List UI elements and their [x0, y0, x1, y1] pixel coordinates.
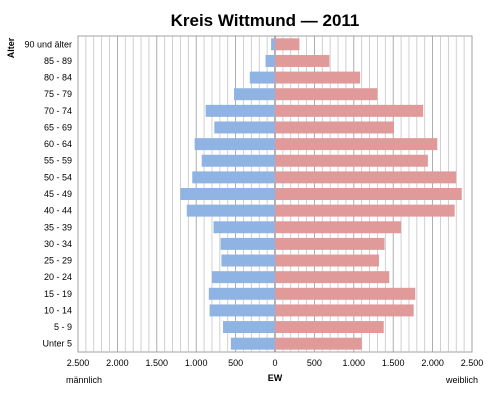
bars-group [180, 38, 462, 350]
x-tick-label: 500 [307, 358, 322, 368]
category-label: 40 - 44 [44, 206, 72, 216]
category-labels: 90 und älter 85 - 89 80 - 84 75 - 79 70 - 74… [24, 39, 72, 348]
bar-male [230, 337, 275, 350]
bar-female [275, 254, 380, 267]
category-label: 15 - 19 [44, 289, 72, 299]
x-tick-label: 2.000 [421, 358, 444, 368]
bar-female [275, 171, 457, 184]
bar-male [214, 121, 275, 134]
category-label: 30 - 34 [44, 239, 72, 249]
category-label: 85 - 89 [44, 56, 72, 66]
bar-female [275, 321, 384, 334]
bar-male [201, 154, 275, 167]
category-label: 35 - 39 [44, 222, 72, 232]
x-tick-label: 2.500 [461, 358, 484, 368]
x-tick-labels: 2.500 2.000 1.500 1.000 500 0 500 1.000 1.500 2.0… [67, 358, 484, 368]
bar-female [275, 88, 378, 101]
x-tick-label: 2.500 [67, 358, 90, 368]
bar-male [194, 138, 275, 151]
bar-male [180, 188, 275, 200]
male-label: männlich [66, 375, 102, 385]
bar-female [275, 38, 300, 51]
x-tick-label: 1.500 [382, 358, 405, 368]
bar-female [275, 188, 462, 200]
bar-male [192, 171, 275, 184]
x-tick-label: 500 [228, 358, 243, 368]
bar-female [275, 304, 414, 317]
y-axis-label: Alter [6, 37, 16, 58]
bar-male [249, 71, 275, 84]
bar-female [275, 154, 428, 167]
category-label: 50 - 54 [44, 172, 72, 182]
category-label: 45 - 49 [44, 189, 72, 199]
bar-female [275, 104, 424, 117]
bar-male [213, 221, 275, 234]
bar-male [220, 237, 275, 250]
x-tick-label: 2.000 [106, 358, 129, 368]
female-label: weiblich [445, 375, 478, 385]
category-label: 25 - 29 [44, 256, 72, 266]
category-label: 60 - 64 [44, 139, 72, 149]
bar-male [271, 38, 275, 51]
bar-male [211, 271, 275, 284]
category-label: 90 und älter [24, 39, 72, 49]
bar-male [234, 88, 275, 101]
chart-title: Kreis Wittmund — 2011 [171, 11, 360, 30]
category-label: 10 - 14 [44, 305, 72, 315]
bar-male [221, 254, 275, 267]
bar-male [186, 204, 275, 217]
bar-male [209, 304, 275, 317]
category-label: Unter 5 [42, 339, 72, 349]
bar-female [275, 337, 362, 350]
bar-male [222, 321, 275, 334]
bar-female [275, 204, 455, 217]
x-tick-label: 1.000 [185, 358, 208, 368]
category-label: 5 - 9 [54, 322, 72, 332]
bar-female [275, 138, 438, 151]
category-label: 55 - 59 [44, 156, 72, 166]
bar-female [275, 121, 394, 134]
bar-female [275, 54, 330, 67]
bar-female [275, 287, 416, 300]
x-axis-label: EW [268, 373, 283, 383]
x-tick-label: 1.000 [343, 358, 366, 368]
category-label: 80 - 84 [44, 73, 72, 83]
category-label: 75 - 79 [44, 89, 72, 99]
category-label: 70 - 74 [44, 106, 72, 116]
bar-female [275, 271, 390, 284]
category-label: 65 - 69 [44, 122, 72, 132]
x-tick-label: 1.500 [146, 358, 169, 368]
bar-male [265, 54, 275, 67]
bar-female [275, 237, 385, 250]
x-tick-label: 0 [272, 358, 277, 368]
category-label: 20 - 24 [44, 272, 72, 282]
bar-male [205, 104, 275, 117]
bar-female [275, 221, 402, 234]
bar-female [275, 71, 361, 84]
bar-male [208, 287, 275, 300]
